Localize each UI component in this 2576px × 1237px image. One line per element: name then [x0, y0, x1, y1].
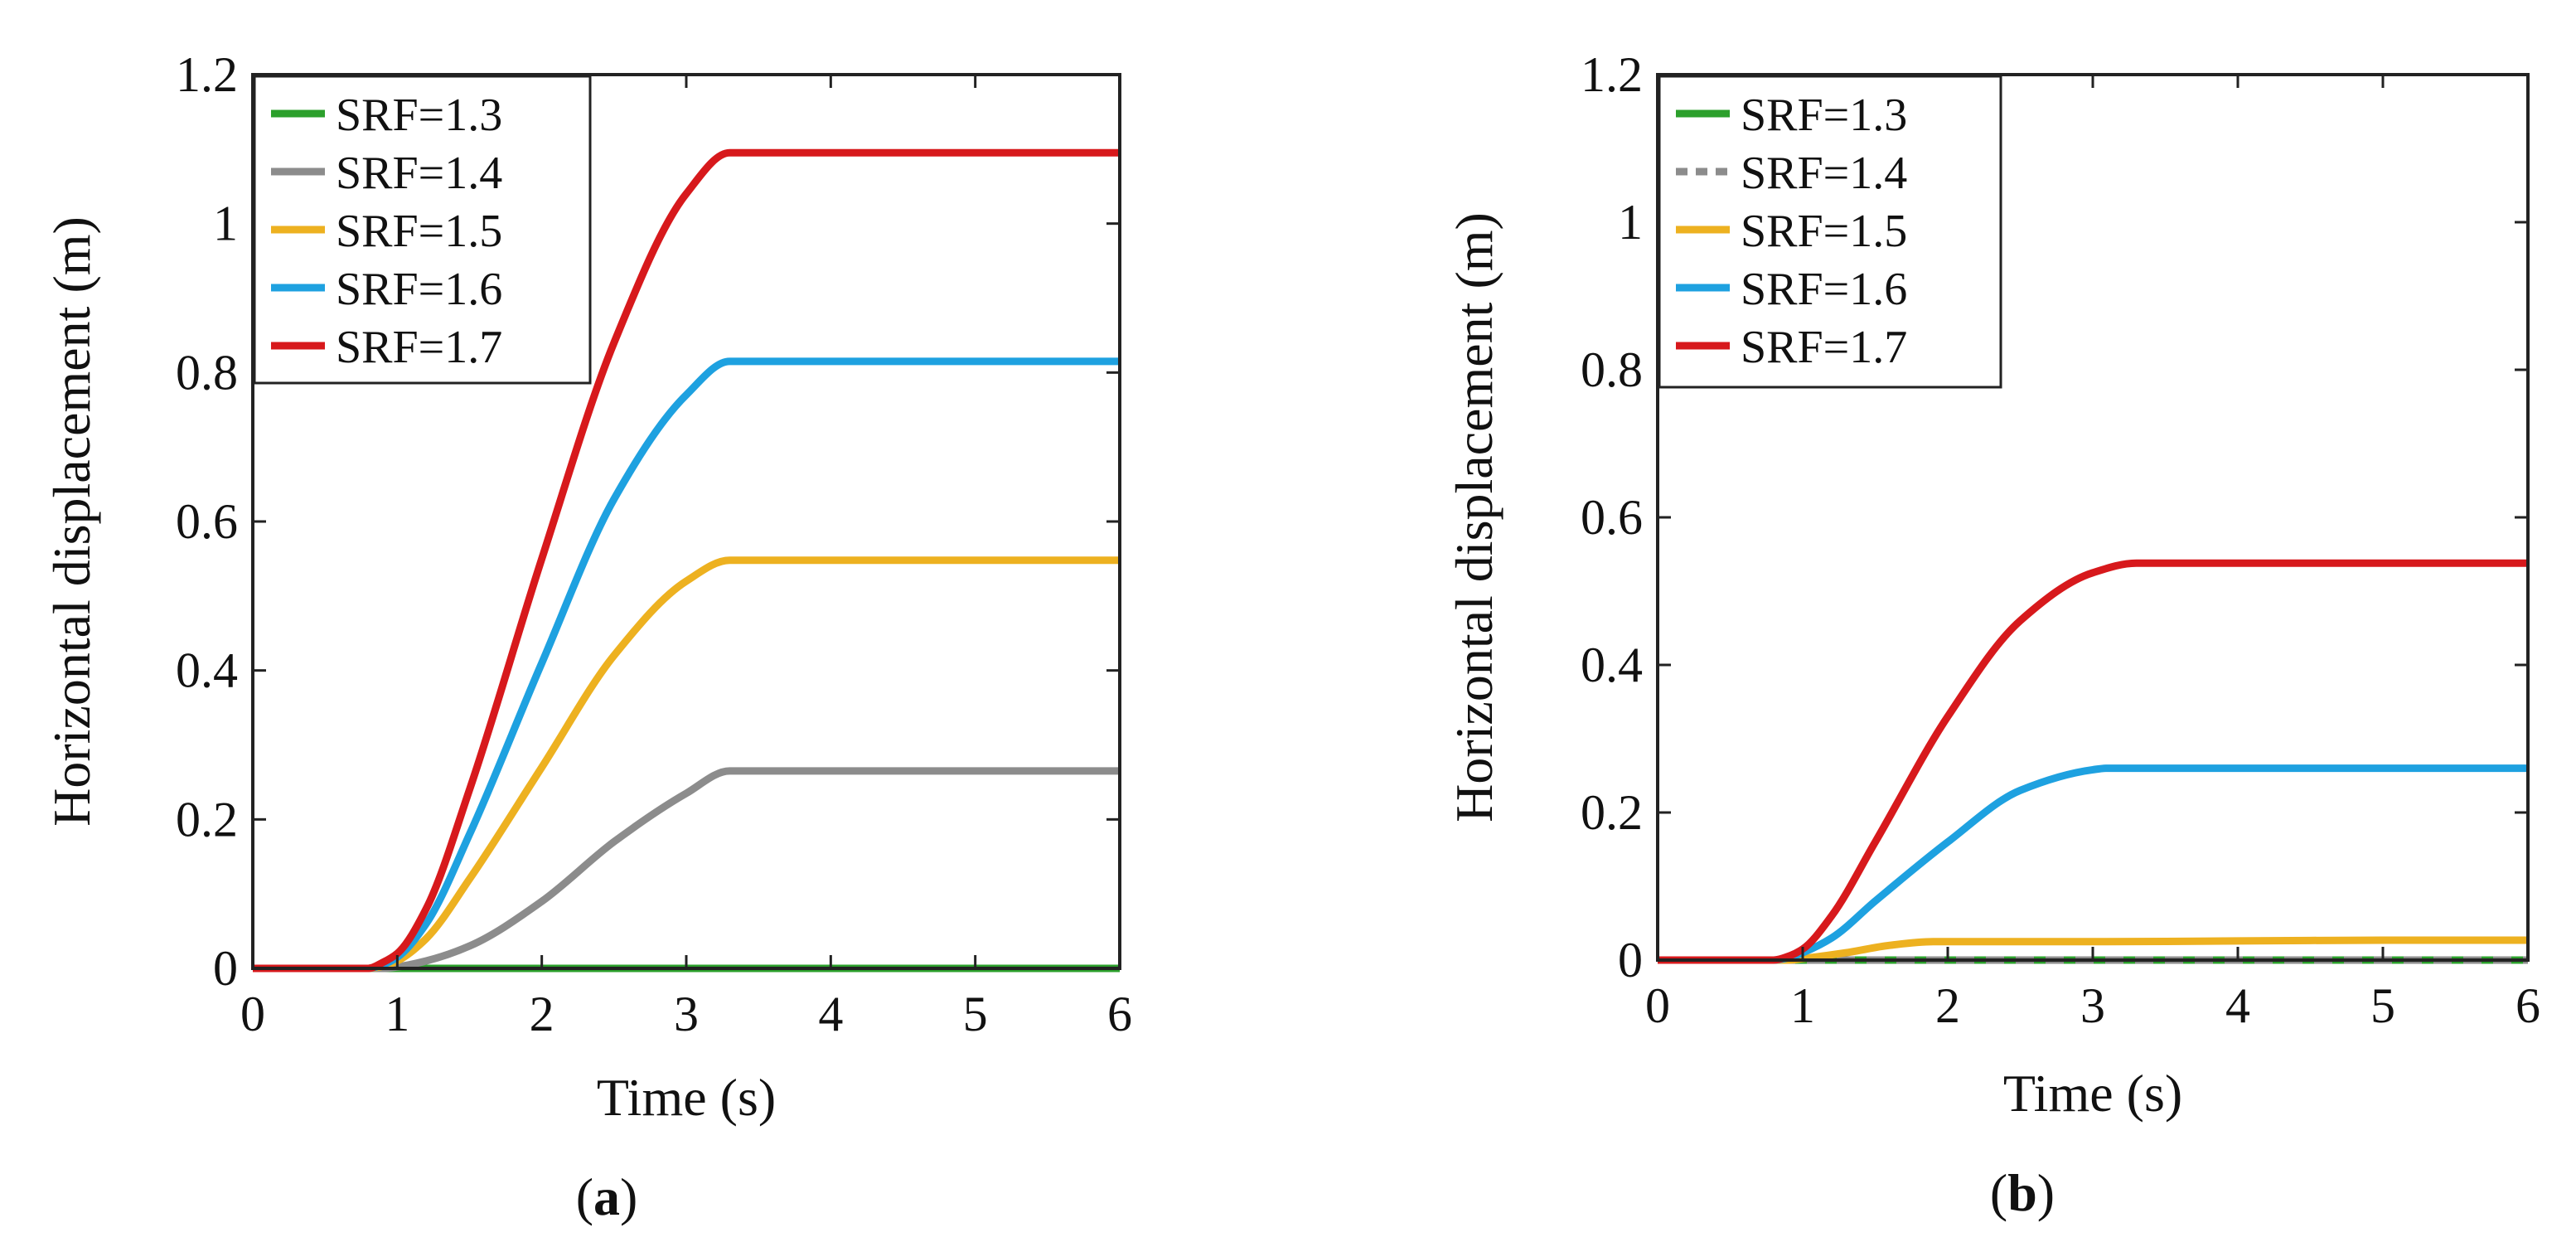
panel-b-legend-label-3: SRF=1.6 — [1741, 264, 1907, 315]
panel-b-caption-letter: b — [2007, 1163, 2037, 1222]
panel-a-ytick-label-6: 1.2 — [176, 47, 238, 102]
panel-b-xtick-label-6: 6 — [2515, 978, 2540, 1033]
panel-b-legend: SRF=1.3 SRF=1.4 SRF=1.5 SRF=1.6 SRF=1.7 — [1658, 75, 2002, 389]
panel-b-legend-label-2: SRF=1.5 — [1741, 206, 1907, 257]
panel-b-ytick-label-4: 0.8 — [1581, 342, 1643, 397]
panel-a-ticks: 0 1 2 3 4 5 6 0 0.2 0.4 0.6 0.8 1 1.2 — [176, 47, 1132, 1041]
panel-a-xtick-label-1: 1 — [385, 987, 409, 1041]
panel-b-xtick-label-1: 1 — [1790, 978, 1815, 1033]
panel-b-xtick-label-3: 3 — [2080, 978, 2105, 1033]
panel-a-xtick-label-4: 4 — [818, 987, 843, 1041]
panel-a-ytick-label-5: 1 — [213, 196, 238, 251]
panel-a-xtick-label-6: 6 — [1107, 987, 1132, 1041]
panel-a-legend-label-0: SRF=1.3 — [336, 90, 502, 141]
panel-b-ytick-label-6: 1.2 — [1581, 47, 1643, 102]
panel-a-ytick-label-4: 0.8 — [176, 345, 238, 400]
panel-a-legend-label-2: SRF=1.5 — [336, 206, 502, 257]
panel-a-xtick-label-5: 5 — [963, 987, 988, 1041]
panel-a-xtick-label-2: 2 — [530, 987, 554, 1041]
panel-b-caption: (b) — [1990, 1163, 2055, 1222]
panel-b-ytick-label-3: 0.6 — [1581, 490, 1643, 545]
panel-b-xlabel: Time (s) — [2003, 1064, 2182, 1123]
panel-b-legend-label-4: SRF=1.7 — [1741, 322, 1907, 373]
panel-a-xtick-label-3: 3 — [674, 987, 699, 1041]
panel-b-xtick-label-4: 4 — [2225, 978, 2250, 1033]
panel-a-caption-letter: a — [593, 1167, 620, 1226]
panel-b-legend-label-1: SRF=1.4 — [1741, 148, 1907, 199]
panel-a-series-4 — [253, 148, 1120, 973]
panel-a: 0 1 2 3 4 5 600.20.40.60.811.2 SRF=1.3SRF=1.4S… — [42, 47, 1132, 1226]
panel-a-xtick-label-0: 0 — [240, 987, 265, 1041]
panel-a-ylabel: Horizontal displacement (m) — [42, 216, 101, 827]
panel-b-xtick-label-2: 2 — [1935, 978, 1960, 1033]
panel-a-ytick-label-1: 0.2 — [176, 792, 238, 846]
panel-a-caption-close: ) — [620, 1167, 637, 1226]
panel-b: 0 1 2 3 4 5 600.20.40.60.811.2 SRF=1.3SRF=1.4S… — [1445, 47, 2540, 1222]
panel-b-caption-open: ( — [1990, 1163, 2007, 1222]
panel-b-series-4 — [1658, 559, 2528, 964]
panel-b-ytick-label-1: 0.2 — [1581, 785, 1643, 840]
panel-a-xlabel: Time (s) — [597, 1068, 776, 1127]
panel-a-legend-label-3: SRF=1.6 — [336, 264, 502, 315]
panel-a-legend: SRF=1.3 SRF=1.4 SRF=1.5 SRF=1.6 SRF=1.7 — [253, 75, 592, 385]
panel-a-caption: (a) — [576, 1167, 638, 1226]
panel-a-ytick-label-3: 0.6 — [176, 494, 238, 549]
panel-b-xtick-label-0: 0 — [1645, 978, 1670, 1033]
panel-a-legend-label-1: SRF=1.4 — [336, 148, 502, 199]
panel-b-ylabel: Horizontal displacement (m) — [1445, 212, 1503, 822]
panel-b-ticks: 0 1 2 3 4 5 6 0 0.2 0.4 0.6 0.8 1 1.2 — [1581, 47, 2540, 1033]
panel-a-caption-open: ( — [576, 1167, 593, 1226]
panel-b-ytick-label-2: 0.4 — [1581, 638, 1643, 692]
panel-b-legend-label-0: SRF=1.3 — [1741, 90, 1907, 141]
panel-b-ytick-label-5: 1 — [1618, 195, 1643, 250]
panel-b-ytick-label-0: 0 — [1618, 933, 1643, 987]
panel-a-legend-label-4: SRF=1.7 — [336, 322, 502, 373]
panel-a-ytick-label-0: 0 — [213, 941, 238, 996]
panel-b-xtick-label-5: 5 — [2370, 978, 2395, 1033]
panel-b-caption-close: ) — [2037, 1163, 2055, 1222]
panel-a-ytick-label-2: 0.4 — [176, 643, 238, 698]
